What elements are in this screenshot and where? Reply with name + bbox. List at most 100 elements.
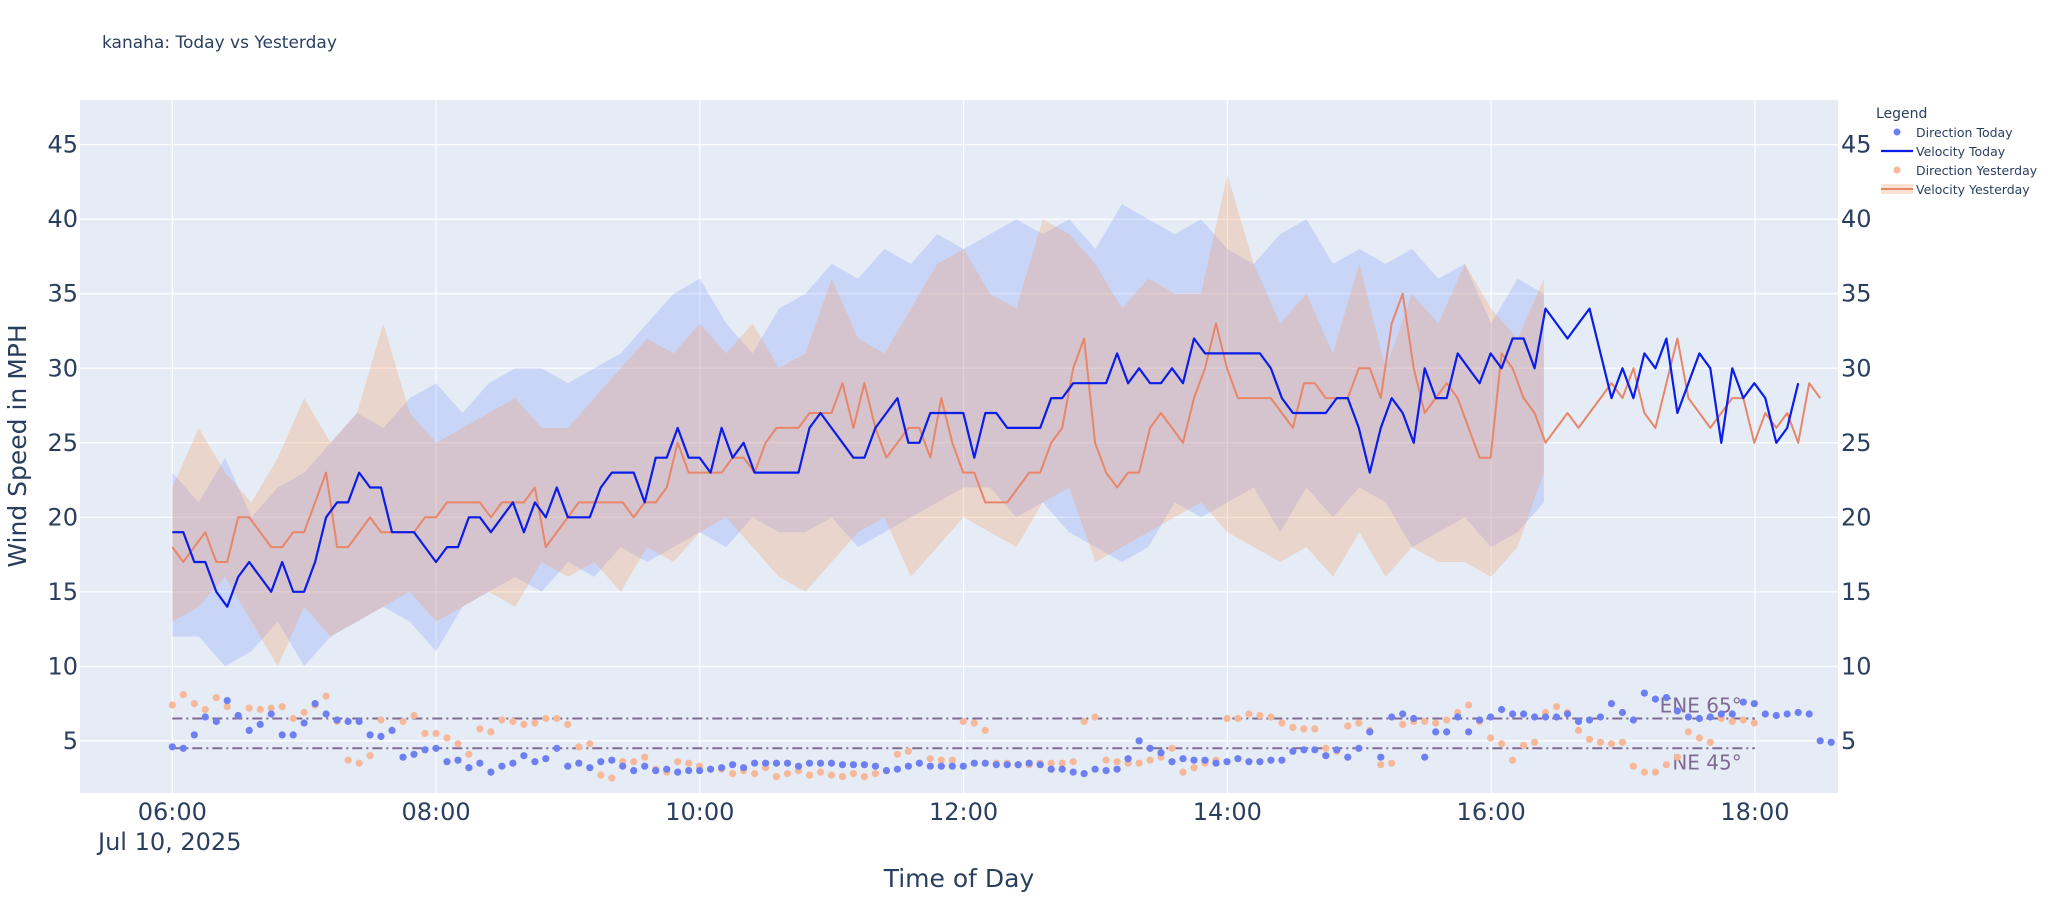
- direction-yesterday-point: [432, 729, 440, 738]
- direction-yesterday-point: [421, 729, 429, 738]
- direction-today-point: [1014, 761, 1022, 769]
- direction-yesterday-point: [355, 759, 363, 767]
- direction-yesterday-point: [1607, 740, 1616, 748]
- direction-today-point: [1706, 713, 1714, 721]
- direction-today-point: [1069, 768, 1077, 776]
- direction-today-point: [630, 767, 638, 775]
- direction-today-point: [1563, 710, 1572, 718]
- direction-yesterday-point: [1498, 740, 1506, 748]
- direction-today-point: [1036, 761, 1044, 769]
- direction-yesterday-point: [553, 714, 561, 723]
- direction-yesterday-point: [937, 756, 945, 764]
- direction-today-point: [937, 762, 945, 770]
- direction-yesterday-point: [267, 704, 275, 712]
- direction-today-point: [1179, 755, 1187, 763]
- direction-today-point: [1003, 761, 1011, 769]
- direction-today-point: [1684, 713, 1692, 721]
- direction-today-point: [223, 697, 231, 705]
- direction-yesterday-point: [926, 755, 934, 763]
- direction-today-point: [1728, 710, 1736, 718]
- direction-yesterday-point: [1618, 738, 1627, 746]
- direction-yesterday-point: [827, 771, 836, 779]
- direction-yesterday-point: [179, 691, 187, 699]
- y-tick-label: 45: [47, 131, 78, 159]
- direction-today-point: [234, 711, 242, 720]
- direction-today-point: [1410, 714, 1418, 723]
- direction-today-point: [1212, 759, 1220, 767]
- direction-yesterday-point: [498, 716, 506, 724]
- x-tick-label: 18:00: [1720, 798, 1789, 826]
- direction-yesterday-point: [1695, 734, 1703, 742]
- direction-today-point: [904, 762, 913, 770]
- x-tick-label: 14:00: [1193, 798, 1262, 826]
- direction-today-point: [1157, 749, 1165, 757]
- direction-today-point: [1783, 710, 1791, 718]
- direction-today-point: [344, 717, 352, 726]
- direction-yesterday-point: [1355, 719, 1363, 727]
- direction-yesterday-point: [1509, 756, 1517, 764]
- direction-today-point: [1662, 694, 1670, 702]
- direction-yesterday-point: [465, 750, 473, 758]
- direction-today-point: [1256, 758, 1264, 766]
- direction-today-point: [1816, 737, 1824, 745]
- x-tick-label: 06:00: [138, 798, 207, 826]
- direction-yesterday-point: [564, 720, 572, 729]
- direction-yesterday-point: [476, 725, 484, 733]
- velocity-today-line: [172, 307, 1800, 608]
- direction-today-point: [1673, 707, 1681, 715]
- direction-yesterday-point: [1311, 725, 1319, 733]
- direction-today-point: [421, 746, 429, 754]
- direction-yesterday-point: [520, 720, 528, 729]
- direction-today-point: [1047, 765, 1055, 773]
- direction-yesterday-point: [245, 704, 253, 712]
- y-tick-label: 5: [63, 727, 78, 755]
- direction-today-point: [849, 761, 858, 769]
- direction-yesterday-point: [1684, 728, 1692, 736]
- direction-today-point: [783, 759, 792, 767]
- direction-yesterday-point: [1552, 703, 1561, 711]
- direction-today-point: [1476, 716, 1484, 724]
- direction-today-point: [366, 731, 374, 739]
- direction-yesterday-point: [871, 770, 880, 778]
- direction-today-point: [926, 762, 934, 770]
- direction-today-point: [1366, 728, 1374, 736]
- direction-yesterday-point: [674, 758, 682, 766]
- plot-area: [80, 100, 1838, 793]
- direction-today-point: [1509, 710, 1517, 718]
- direction-yesterday-point: [838, 773, 847, 781]
- direction-today-point: [1091, 765, 1099, 773]
- direction-yesterday-point: [1322, 744, 1330, 752]
- ref-line-label: NE 45°: [1672, 750, 1741, 774]
- x-tick-label: 16:00: [1457, 798, 1526, 826]
- direction-yesterday-point: [981, 726, 989, 735]
- direction-yesterday-point: [399, 717, 407, 726]
- direction-yesterday-point: [1640, 768, 1648, 776]
- direction-yesterday-point: [1179, 768, 1187, 776]
- direction-points: [168, 689, 1835, 782]
- legend-entry: Velocity Today: [1916, 144, 2006, 159]
- direction-today-point: [212, 717, 220, 726]
- direction-yesterday-point: [223, 703, 231, 711]
- y-tick-label-right: 45: [1841, 131, 1872, 159]
- direction-today-point: [762, 759, 770, 767]
- direction-today-point: [531, 758, 539, 766]
- direction-yesterday-point: [1443, 716, 1451, 724]
- y-tick-label: 35: [47, 280, 78, 308]
- direction-today-point: [707, 765, 715, 773]
- direction-yesterday-point: [1585, 735, 1594, 743]
- direction-today-point: [1520, 710, 1528, 718]
- legend[interactable]: Legend Direction Today Velocity Today Dire…: [1876, 106, 2038, 197]
- direction-yesterday-point: [1113, 758, 1121, 766]
- y-tick-label: 10: [47, 652, 78, 680]
- direction-today-point: [1025, 759, 1033, 767]
- direction-today-point: [300, 719, 308, 727]
- direction-yesterday-point: [1289, 723, 1297, 732]
- direction-today-point: [498, 762, 506, 770]
- legend-marker: [1893, 128, 1901, 136]
- direction-today-point: [432, 744, 440, 752]
- direction-yesterday-point: [1234, 714, 1242, 723]
- direction-today-point: [1124, 755, 1132, 763]
- direction-today-point: [608, 756, 616, 764]
- direction-today-point: [1618, 708, 1627, 717]
- direction-today-point: [1278, 756, 1286, 764]
